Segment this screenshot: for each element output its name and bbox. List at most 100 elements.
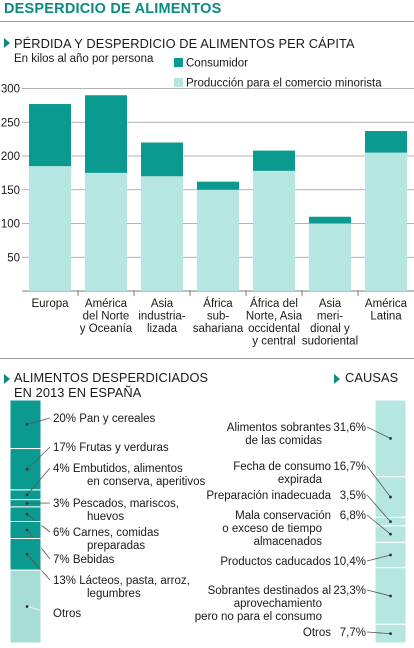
- bar-consumer: [141, 142, 183, 177]
- leader-dot: [389, 520, 392, 524]
- legend-label-consumer: Consumidor: [186, 58, 248, 70]
- y-tick-label: 150: [1, 185, 20, 197]
- segment: [9, 489, 42, 501]
- segment-label: 6% Carnes, comidas: [53, 527, 159, 539]
- category-label: África del: [250, 297, 298, 310]
- segment-label: preparadas: [87, 540, 145, 552]
- segment: [9, 448, 42, 491]
- category-label: y Oceanía: [80, 323, 133, 335]
- legend-swatch-production: [174, 78, 183, 87]
- page-title: DESPERDICIO DE ALIMENTOS: [4, 1, 222, 17]
- leader-line: [366, 494, 391, 522]
- cause-value: 23,3%: [333, 585, 366, 597]
- section-title-causes: CAUSAS: [345, 370, 399, 385]
- category-label: América: [365, 298, 408, 310]
- segment-label: 7% Bebidas: [53, 554, 115, 566]
- bar-production: [253, 170, 295, 291]
- leader-dot: [25, 605, 29, 608]
- category-label: dional y: [310, 323, 350, 335]
- leader-dot: [389, 553, 392, 557]
- category-label: sahariana: [193, 323, 244, 335]
- leader-line: [26, 467, 51, 496]
- cause-value: 7,7%: [340, 627, 366, 639]
- cause-label: pero no para el consumo: [195, 611, 322, 623]
- section-marker-icon: [334, 374, 340, 384]
- leader-dot: [25, 512, 29, 516]
- section-divider: [0, 358, 414, 359]
- category-label: del Norte: [83, 311, 130, 323]
- category-label: lizada: [147, 323, 178, 335]
- cause-label: aprovechamiento: [234, 598, 322, 610]
- cause-value: 16,7%: [333, 461, 366, 473]
- leader-dot: [25, 467, 29, 471]
- y-tick-label: 50: [7, 252, 20, 264]
- leader-dot: [25, 422, 29, 426]
- bar-consumer: [197, 181, 239, 190]
- section-title-spain: ALIMENTOS DESPERDICIADOS EN 2013 EN ESPA…: [14, 370, 208, 400]
- category-label: Asia: [151, 298, 174, 310]
- leader-dot: [389, 495, 392, 499]
- category-label: occidental: [248, 323, 300, 335]
- bar-consumer: [29, 104, 71, 167]
- y-tick-label: 250: [1, 117, 20, 129]
- bar-production: [85, 172, 127, 291]
- cause-label: de las comidas: [245, 435, 322, 447]
- title-divider: [0, 21, 414, 22]
- cause-label: Otros: [303, 627, 331, 639]
- bar-consumer: [253, 150, 295, 171]
- leader-line: [366, 631, 391, 635]
- legend-label-production: Producción para el comercio minorista: [186, 78, 382, 90]
- cause-label: almacenados: [254, 536, 323, 548]
- cause-value: 3,5%: [340, 490, 366, 502]
- y-tick-label: 100: [1, 219, 20, 231]
- per-capita-chart: Consumidor Producción para el comercio mi…: [1, 58, 414, 348]
- y-tick-label: 200: [1, 151, 20, 163]
- cause-label: Sobrantes destinados al: [208, 585, 331, 597]
- leader-line: [366, 426, 391, 439]
- leader-dot: [25, 501, 29, 505]
- segment: [9, 569, 42, 644]
- category-label: América: [85, 298, 128, 310]
- segment-label: 4% Embutidos, alimentos: [53, 463, 183, 475]
- leader-line: [366, 554, 391, 562]
- segment: [9, 506, 42, 522]
- leader-line: [26, 554, 51, 581]
- segment-label: en conserva, aperitivos: [87, 476, 206, 488]
- leader-dot: [389, 436, 392, 440]
- leader-line: [366, 589, 391, 597]
- cause-label: expirada: [278, 474, 323, 486]
- cause-label: Fecha de consumo: [233, 461, 331, 473]
- category-label: Norte, Asia: [246, 311, 303, 323]
- lower-charts: 20% Pan y cereales 17% Frutas y verduras 4…: [9, 399, 407, 644]
- category-label: meri-: [317, 311, 343, 323]
- leader-dot: [389, 632, 392, 636]
- leader-dot: [389, 594, 392, 598]
- category-label: África: [203, 297, 233, 310]
- segment-label: 20% Pan y cereales: [53, 413, 156, 425]
- y-tick-label: 300: [1, 84, 20, 96]
- cause-label: Mala conservación: [235, 510, 331, 522]
- leader-dot: [25, 528, 29, 532]
- bar-production: [141, 176, 183, 291]
- segment-label: Otros: [53, 608, 81, 620]
- legend-swatch-consumer: [174, 58, 183, 67]
- bar-consumer: [85, 95, 127, 173]
- leader-line: [26, 606, 51, 614]
- bar-production: [29, 166, 71, 291]
- category-label: Asia: [319, 298, 342, 310]
- category-label: industria-: [138, 311, 185, 323]
- section-marker-icon: [4, 38, 10, 48]
- cause-label: o exceso de tiempo: [222, 523, 322, 535]
- cause-value: 6,8%: [340, 510, 366, 522]
- section-marker-icon: [4, 374, 10, 384]
- section-title-per-capita: PÉRDIDA Y DESPERDICIO DE ALIMENTOS PER C…: [14, 36, 355, 51]
- category-label: Latina: [370, 311, 402, 323]
- segment-label: legumbres: [87, 588, 141, 600]
- leader-line: [26, 446, 51, 470]
- cause-value: 31,6%: [333, 422, 366, 434]
- section-title-line: EN 2013 EN ESPAÑA: [14, 385, 142, 400]
- bar-consumer: [365, 131, 407, 153]
- bar-consumer: [309, 216, 351, 224]
- segment-label: 17% Frutas y verduras: [53, 442, 169, 454]
- leader-dot: [389, 532, 392, 536]
